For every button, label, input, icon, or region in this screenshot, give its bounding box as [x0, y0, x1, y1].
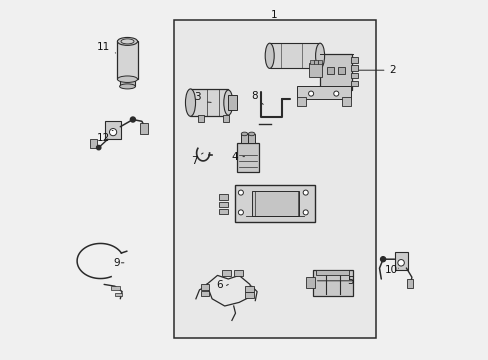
Text: 3: 3	[193, 92, 200, 102]
Bar	[235, 184, 314, 222]
Text: 8: 8	[251, 91, 257, 102]
Bar	[351, 57, 357, 63]
Bar	[234, 270, 242, 276]
Bar	[326, 67, 334, 74]
Text: 6: 6	[216, 280, 223, 291]
Bar	[296, 97, 305, 106]
Ellipse shape	[185, 89, 195, 116]
Circle shape	[397, 260, 404, 266]
Circle shape	[130, 117, 135, 122]
Ellipse shape	[224, 90, 232, 115]
Bar	[219, 194, 228, 200]
Bar	[351, 73, 357, 78]
Circle shape	[380, 257, 385, 262]
Circle shape	[308, 91, 313, 96]
Circle shape	[303, 210, 307, 215]
Bar	[110, 286, 120, 290]
Ellipse shape	[121, 39, 134, 44]
Bar	[341, 97, 350, 106]
Bar	[312, 270, 352, 296]
Circle shape	[96, 145, 101, 150]
Bar	[251, 191, 298, 216]
Bar	[316, 270, 348, 275]
Bar	[222, 270, 230, 276]
Bar	[309, 63, 321, 77]
Bar	[351, 81, 357, 86]
Text: 4: 4	[231, 152, 237, 162]
Bar	[305, 277, 314, 288]
Bar	[244, 286, 253, 292]
Bar	[120, 78, 135, 86]
Ellipse shape	[248, 132, 254, 136]
Bar	[223, 115, 229, 122]
Text: 1: 1	[270, 10, 277, 20]
Bar	[394, 252, 407, 270]
Bar	[190, 89, 228, 116]
Ellipse shape	[117, 76, 137, 82]
Circle shape	[333, 91, 338, 96]
Ellipse shape	[241, 132, 247, 136]
Bar	[140, 123, 148, 134]
Bar	[310, 60, 313, 64]
Bar	[296, 86, 350, 99]
Ellipse shape	[315, 43, 324, 68]
Bar	[200, 291, 209, 296]
Text: 12: 12	[97, 132, 110, 143]
Circle shape	[238, 210, 243, 215]
Text: 7: 7	[190, 156, 197, 166]
Bar	[105, 121, 121, 139]
Text: 10: 10	[384, 265, 397, 275]
Text: 2: 2	[388, 65, 395, 75]
Bar	[244, 292, 253, 298]
Ellipse shape	[264, 43, 274, 68]
Ellipse shape	[117, 37, 137, 45]
Bar	[320, 54, 352, 90]
Bar	[318, 60, 321, 64]
Circle shape	[238, 190, 243, 195]
Bar	[174, 20, 375, 338]
Text: 5: 5	[346, 276, 353, 286]
Bar	[351, 65, 357, 71]
Bar	[197, 115, 204, 122]
Bar	[200, 284, 209, 290]
Bar	[117, 41, 137, 79]
Circle shape	[303, 190, 307, 195]
Text: 11: 11	[96, 42, 109, 52]
Bar	[228, 95, 237, 110]
Bar	[248, 134, 254, 143]
Bar	[219, 209, 228, 214]
Bar	[219, 202, 228, 207]
Text: 9: 9	[113, 258, 120, 268]
Bar	[237, 143, 258, 172]
Circle shape	[109, 129, 117, 136]
Bar	[115, 293, 122, 296]
Bar	[406, 279, 412, 288]
Ellipse shape	[120, 84, 135, 89]
Bar	[89, 139, 97, 148]
Bar	[314, 60, 317, 64]
Bar	[337, 67, 345, 74]
Bar	[241, 134, 247, 143]
Bar	[269, 43, 320, 68]
